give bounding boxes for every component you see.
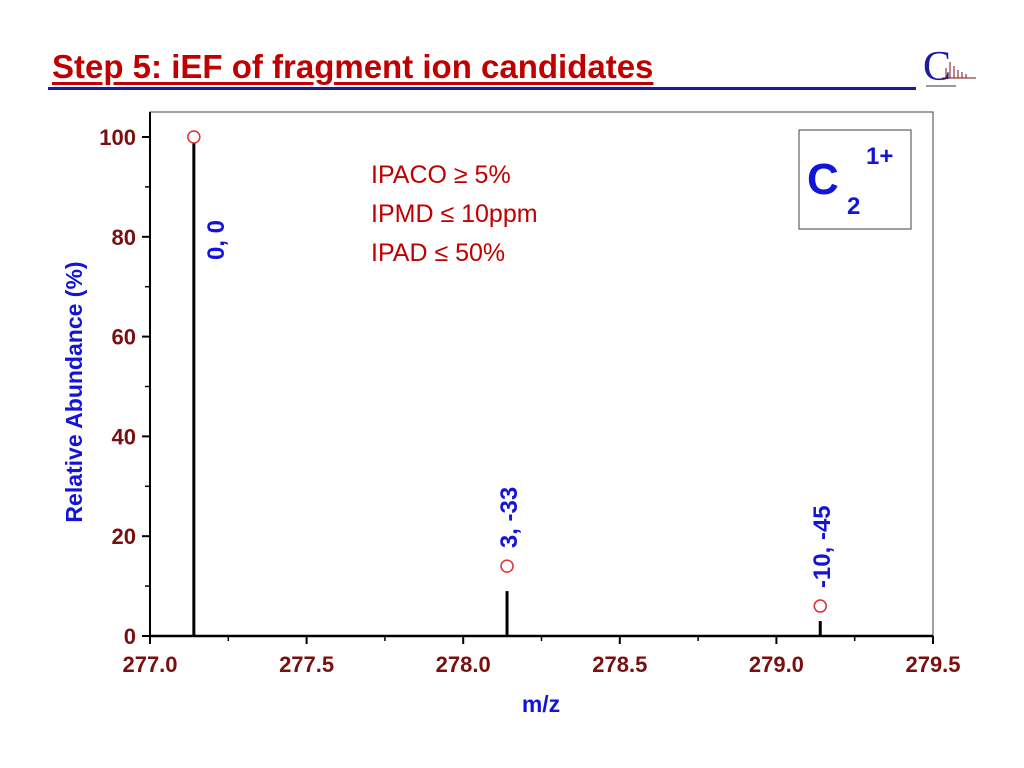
peak-label-2: -10, -45 [809,505,836,588]
x-tick-label-4: 279.0 [749,652,804,677]
x-tick-label-3: 278.5 [592,652,647,677]
x-tick-label-2: 278.0 [436,652,491,677]
x-axis-title: m/z [522,691,560,717]
filter-criteria: IPACO ≥ 5% IPMD ≤ 10ppm IPAD ≤ 50% [371,161,538,267]
y-tick-label-0: 0 [124,624,136,649]
species-charge: 1+ [866,143,893,170]
species-subscript: 2 [847,193,860,220]
x-tick-label-5: 279.5 [905,652,960,677]
y-tick-label-4: 80 [112,225,136,250]
species-box: C 2 1+ [798,129,912,230]
slide-title: Step 5: iEF of fragment ion candidates [52,48,654,85]
y-tick-label-2: 40 [112,424,136,449]
species-element: C [807,155,839,204]
theoretical-markers [187,130,827,613]
svg-text:C: C [923,44,951,90]
y-axis-title: Relative Abundance (%) [61,261,87,522]
y-tick-label-3: 60 [112,325,136,350]
theoretical-marker-1 [500,559,514,573]
x-tick-label-1: 277.5 [279,652,334,677]
c-spectrum-logo-icon: C [923,44,976,90]
x-tick-label-0: 277.0 [122,652,177,677]
theoretical-marker-2 [813,599,827,613]
y-axis-ticks: 0 20 40 60 80 100 [99,125,150,649]
x-axis-ticks: 277.0 277.5 278.0 278.5 279.0 279.5 [122,636,961,677]
theoretical-marker-0 [187,130,201,144]
peak-series [192,137,822,636]
peak-labels: 0, 0 3, -33 -10, -45 [203,220,836,588]
peak-label-0: 0, 0 [203,220,230,260]
y-tick-label-5: 100 [99,125,136,150]
y-tick-label-1: 20 [112,524,136,549]
filter-ipaco: IPACO ≥ 5% [371,161,511,189]
title-underline-rule [48,87,916,90]
filter-ipad: IPAD ≤ 50% [371,239,505,267]
peak-label-1: 3, -33 [496,487,523,548]
filter-ipmd: IPMD ≤ 10ppm [371,200,538,228]
